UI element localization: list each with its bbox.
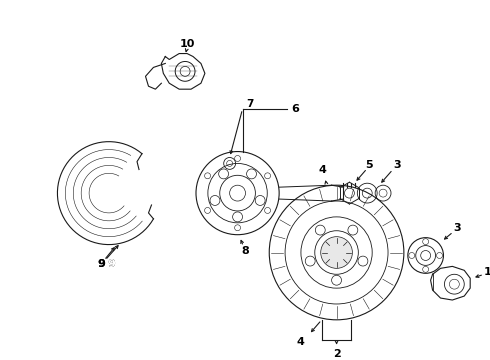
Text: 9: 9 [97, 260, 105, 269]
Text: 9: 9 [107, 260, 115, 269]
Text: 2: 2 [333, 350, 341, 360]
Text: 9: 9 [107, 260, 115, 269]
Text: 1: 1 [484, 267, 490, 277]
Text: 4: 4 [319, 165, 327, 175]
Text: 9: 9 [97, 260, 105, 269]
Text: 10: 10 [179, 39, 195, 49]
Text: 3: 3 [454, 223, 461, 233]
Text: 8: 8 [242, 246, 249, 256]
Text: 5: 5 [366, 161, 373, 170]
Circle shape [321, 237, 352, 268]
Text: 4: 4 [297, 337, 305, 347]
Text: 6: 6 [291, 104, 299, 114]
Text: 3: 3 [393, 161, 401, 170]
Text: 7: 7 [246, 99, 253, 109]
